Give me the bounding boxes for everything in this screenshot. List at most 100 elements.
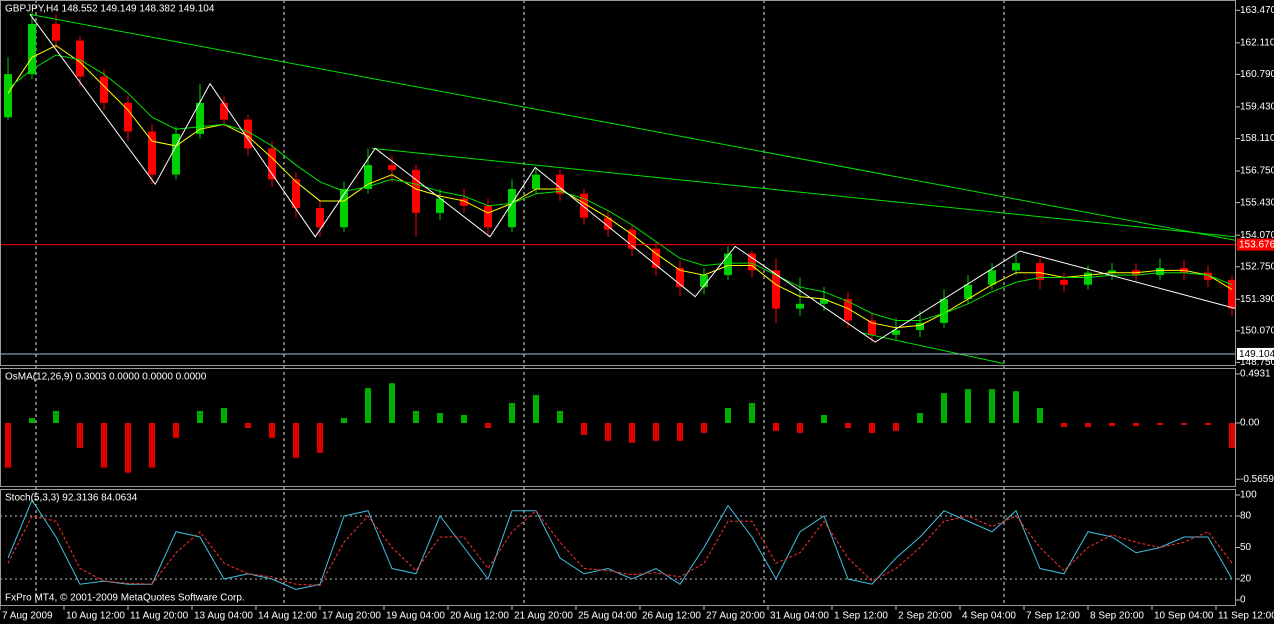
candle-body xyxy=(196,102,204,134)
histogram-bar xyxy=(1205,422,1211,425)
candle-body xyxy=(1156,267,1164,276)
x-tick-label: 27 Aug 20:00 xyxy=(706,611,765,622)
panel-frame xyxy=(0,0,1236,366)
candle-body xyxy=(772,270,780,309)
x-tick-label: 8 Sep 20:00 xyxy=(1090,611,1144,622)
histogram-bar xyxy=(125,422,131,473)
trend-line xyxy=(29,13,1237,241)
histogram-bar xyxy=(269,422,275,438)
moving-average xyxy=(7,54,1233,322)
y-tick-label: 159.430 xyxy=(1240,102,1274,113)
candle-body xyxy=(604,217,612,230)
histogram-bar xyxy=(221,408,227,423)
candle-body xyxy=(940,299,948,323)
histogram-bar xyxy=(77,422,83,448)
candle-body xyxy=(484,205,492,228)
histogram-bar xyxy=(1181,422,1187,425)
x-tick-label: 11 Sep 12:00 xyxy=(1218,611,1274,622)
price-tag-label: 153.676 xyxy=(1239,240,1274,251)
candle-body xyxy=(1084,272,1092,285)
y-tick-label: 80 xyxy=(1240,511,1252,522)
candle-body xyxy=(532,174,540,189)
candle-body xyxy=(988,270,996,285)
candle-body xyxy=(364,165,372,189)
histogram-bar xyxy=(1061,422,1067,427)
candle-body xyxy=(628,229,636,249)
histogram-bar xyxy=(893,422,899,431)
x-tick-label: 11 Aug 20:00 xyxy=(130,611,189,622)
x-tick-label: 26 Aug 12:00 xyxy=(642,611,701,622)
candle-body xyxy=(148,131,156,175)
candle-body xyxy=(868,320,876,335)
histogram-bar xyxy=(173,422,179,438)
y-tick-label: 0 xyxy=(1240,595,1246,606)
y-tick-label: 154.070 xyxy=(1240,230,1274,241)
x-tick-label: 19 Aug 04:00 xyxy=(386,611,445,622)
candle-body xyxy=(28,23,36,75)
y-tick-label: 152.750 xyxy=(1240,261,1274,272)
candle-body xyxy=(748,253,756,271)
y-tick-label: 148.750 xyxy=(1240,357,1274,368)
x-tick-label: 14 Aug 12:00 xyxy=(258,611,317,622)
candle-body xyxy=(556,174,564,194)
x-tick-label: 31 Aug 04:00 xyxy=(770,611,829,622)
candle-body xyxy=(388,165,396,170)
candle-body xyxy=(124,102,132,132)
histogram-bar xyxy=(845,422,851,428)
histogram-bar xyxy=(149,422,155,468)
histogram-bar xyxy=(557,411,563,423)
candle-body xyxy=(1036,263,1044,280)
candle-body xyxy=(916,322,924,331)
candle-body xyxy=(1012,263,1020,271)
trend-line xyxy=(859,332,1005,365)
y-tick-label: 155.430 xyxy=(1240,197,1274,208)
histogram-bar xyxy=(317,422,323,453)
y-tick-label: 0.00 xyxy=(1240,418,1260,429)
histogram-bar xyxy=(581,422,587,435)
x-tick-label: 17 Aug 20:00 xyxy=(322,611,381,622)
footer-note: FxPro MT4, © 2001-2009 MetaQuotes Softwa… xyxy=(5,593,245,604)
histogram-bar xyxy=(917,413,923,423)
trend-line xyxy=(29,14,1237,343)
candle-body xyxy=(316,208,324,228)
histogram-bar xyxy=(365,388,371,423)
candle-body xyxy=(436,198,444,213)
histogram-bar xyxy=(629,422,635,443)
y-tick-label: 158.110 xyxy=(1240,133,1274,144)
candle-body xyxy=(76,40,84,77)
candle-body xyxy=(292,179,300,209)
histogram-bar xyxy=(1013,391,1019,423)
y-tick-label: 151.390 xyxy=(1240,294,1274,305)
y-tick-label: 20 xyxy=(1240,574,1252,585)
y-tick-label: 0.4931 xyxy=(1240,369,1271,380)
candle-body xyxy=(1060,279,1068,285)
histogram-bar xyxy=(341,418,347,423)
x-tick-label: 1 Sep 12:00 xyxy=(834,611,888,622)
candle-body xyxy=(172,133,180,175)
histogram-bar xyxy=(725,408,731,423)
histogram-bar xyxy=(29,418,35,423)
x-tick-label: 10 Aug 12:00 xyxy=(66,611,125,622)
histogram-bar xyxy=(1085,422,1091,427)
candle-body xyxy=(508,188,516,228)
histogram-bar xyxy=(437,413,443,423)
indicator-line xyxy=(7,499,1233,591)
price-tag xyxy=(1237,238,1274,251)
histogram-bar xyxy=(965,389,971,423)
histogram-bar xyxy=(1133,422,1139,426)
histogram-bar xyxy=(101,422,107,468)
candle-body xyxy=(580,193,588,218)
panel-title: OsMA(12,26,9) 0.3003 0.0000 0.0000 0.000… xyxy=(5,372,207,383)
histogram-bar xyxy=(797,422,803,433)
panel-title: GBPJPY,H4 148.552 149.149 148.382 149.10… xyxy=(5,4,215,15)
candle-body xyxy=(220,102,228,120)
y-tick-label: 156.750 xyxy=(1240,166,1274,177)
price-tag xyxy=(1237,347,1274,360)
histogram-bar xyxy=(1229,422,1235,448)
histogram-bar xyxy=(245,422,251,428)
histogram-bar xyxy=(485,422,491,428)
candle-body xyxy=(4,74,12,118)
histogram-bar xyxy=(461,415,467,423)
